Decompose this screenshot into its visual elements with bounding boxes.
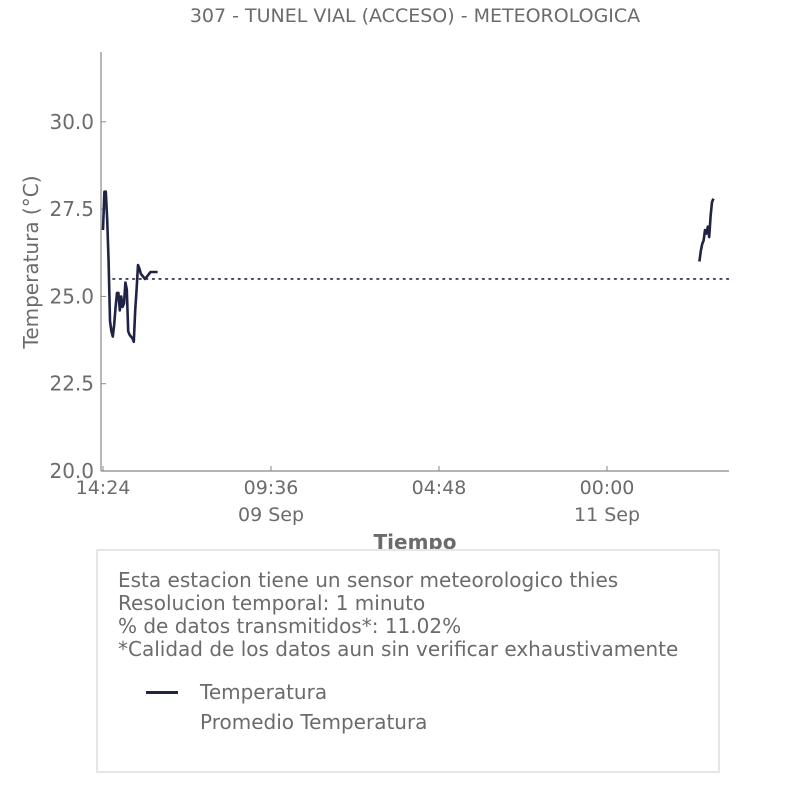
x-tick-date-label: 09 Sep [238,504,304,526]
chart-title: 307 - TUNEL VIAL (ACCESO) - METEOROLOGIC… [190,5,640,27]
x-tick-date-label: 11 Sep [574,504,640,526]
temperature-line-segment-1 [101,190,158,344]
legend-swatch-solid [146,691,178,694]
y-tick-label: 25.0 [49,284,94,308]
info-line-transmitted: % de datos transmitidos*: 11.02% [118,614,462,638]
legend-label-temperatura: Temperatura [200,680,328,704]
x-tick-label: 14:24 [76,477,131,499]
info-line-resolution: Resolucion temporal: 1 minuto [118,591,426,615]
y-tick-label: 20.0 [49,459,94,483]
x-tick-label: 09:36 [244,477,299,499]
info-line-sensor: Esta estacion tiene un sensor meteorolog… [118,568,619,592]
legend-label-promedio: Promedio Temperatura [200,710,428,734]
info-line-quality: *Calidad de los datos aun sin verificar … [118,637,679,661]
y-tick-label: 30.0 [49,110,94,134]
y-tick-label: 22.5 [49,372,94,396]
y-tick-label: 27.5 [49,197,94,221]
info-panel: Esta estacion tiene un sensor meteorolog… [96,549,720,773]
temperature-series-layer [101,190,715,344]
temperature-chart: 307 - TUNEL VIAL (ACCESO) - METEOROLOGIC… [19,5,730,554]
x-tick-label: 04:48 [412,477,467,499]
temperature-line-segment-2 [698,198,715,262]
chart-axes [100,52,729,472]
x-axis-ticks: 14:24 09:36 09 Sep 04:48 00:00 11 Sep [76,466,640,526]
y-axis-label: Temperatura (°C) [19,175,43,349]
x-tick-label: 00:00 [580,477,635,499]
y-axis-ticks: 20.0 22.5 25.0 27.5 30.0 [49,110,106,483]
